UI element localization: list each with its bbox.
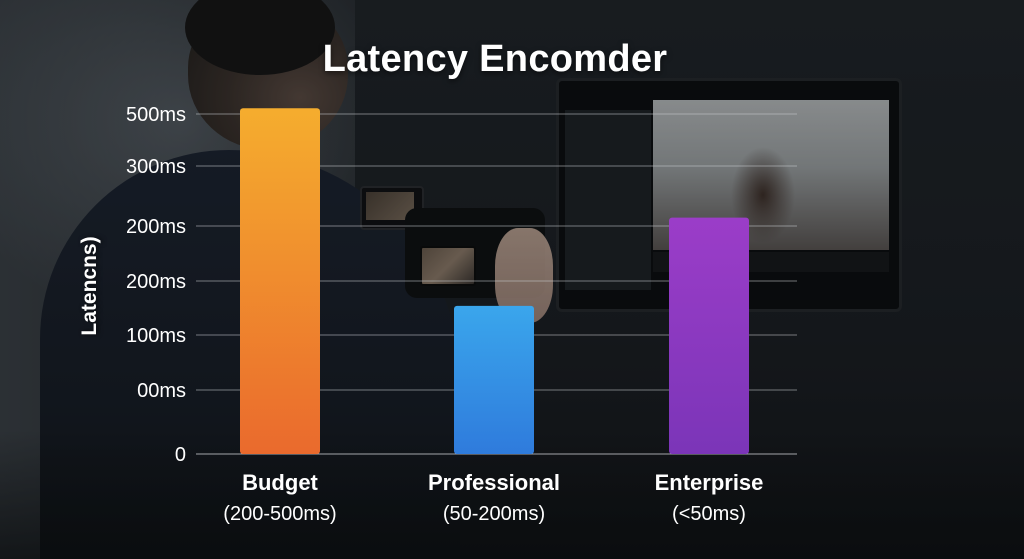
- y-tick-label: 0: [175, 444, 186, 466]
- bar-budget: [240, 108, 320, 454]
- x-category-range-label: (200-500ms): [223, 503, 336, 525]
- background-person-hair: [185, 0, 335, 75]
- x-category-range-label: (<50ms): [672, 503, 746, 525]
- y-tick-label: 500ms: [126, 104, 186, 126]
- bars: [240, 108, 749, 454]
- bar-professional: [454, 305, 534, 454]
- y-tick-label: 200ms: [126, 216, 186, 238]
- background-monitor-sidebar: [565, 110, 651, 290]
- y-tick-labels: 0 00ms 100ms 200ms 200ms 300ms 500ms: [126, 104, 186, 466]
- y-tick-label: 300ms: [126, 156, 186, 178]
- y-tick-label: 200ms: [126, 271, 186, 293]
- y-tick-label: 00ms: [137, 380, 186, 402]
- chart-title: Latency Encomder: [322, 38, 668, 80]
- y-tick-label: 100ms: [126, 325, 186, 347]
- x-category-labels: Budget (200-500ms) Professional (50-200ms) E…: [223, 470, 763, 525]
- background-camera-screen: [420, 246, 476, 286]
- x-category-label: Enterprise: [655, 470, 764, 495]
- x-category-label: Budget: [242, 470, 318, 495]
- bar-enterprise: [669, 217, 749, 454]
- x-category-range-label: (50-200ms): [443, 503, 545, 525]
- x-category-label: Professional: [428, 470, 560, 495]
